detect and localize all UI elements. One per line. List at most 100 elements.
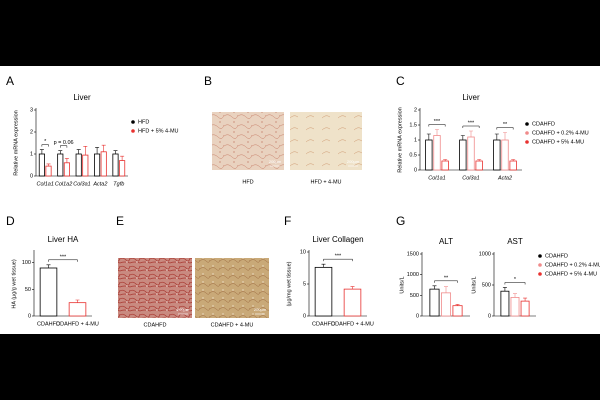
plot-title: AST [507, 237, 523, 246]
bar [38, 153, 45, 177]
error-bar [469, 130, 473, 137]
legend-marker [525, 140, 529, 144]
y-tick-label: 3 [30, 107, 33, 113]
error-bar [321, 263, 326, 268]
image-caption: HFD + 4-MU [310, 179, 341, 185]
error-bar [443, 159, 448, 161]
legend-label: CDAHFD + 5% 4-MU [532, 139, 584, 145]
significance-bracket [48, 259, 78, 262]
y-tick-label: 50 [25, 287, 31, 293]
y-tick-label: 2 [414, 107, 417, 113]
micrograph [195, 258, 269, 318]
image-caption: CDAHFD [144, 322, 167, 328]
legend-marker [538, 272, 542, 276]
error-bar [513, 293, 517, 298]
error-bar [46, 264, 51, 268]
significance-bracket [434, 280, 458, 283]
panel-letter: B [204, 74, 212, 88]
error-bar [502, 287, 507, 292]
bar [510, 296, 520, 317]
top-band [0, 0, 600, 66]
bar [501, 139, 509, 171]
legend-label: HFD [138, 119, 149, 125]
error-bar [120, 155, 125, 161]
scale-label: 200µm [269, 159, 282, 164]
significance-bracket [462, 125, 480, 128]
plot-title: Liver [73, 93, 91, 102]
legend-marker [131, 129, 135, 133]
error-bar [350, 286, 355, 290]
bar [343, 288, 362, 317]
y-tick-label: 1000 [407, 272, 419, 278]
y-axis-label: Units/L [399, 276, 405, 293]
y-axis-label: Units/L [471, 276, 477, 293]
plot-title: ALT [439, 237, 453, 246]
x-tick-label: Tgfb [113, 181, 124, 187]
panel-letter: G [396, 214, 405, 228]
y-tick-label: 5 [303, 281, 306, 287]
y-tick-label: 10 [300, 249, 306, 255]
y-axis-label: (µg/mg wet tissue) [286, 261, 292, 306]
y-tick-label: 0 [30, 173, 33, 179]
error-bar [477, 159, 482, 161]
legend-marker [525, 122, 529, 126]
bar [39, 267, 58, 317]
scale-label: 200µm [177, 307, 190, 312]
bar [82, 154, 89, 177]
x-tick-label: Col1a1 [36, 181, 53, 187]
significance-label: * [44, 139, 47, 145]
y-tick-label: 0 [414, 167, 417, 173]
x-tick-label: Col3a1 [73, 181, 90, 187]
image-caption: HFD [242, 179, 253, 185]
y-tick-label: 0 [28, 313, 31, 319]
panel-letter: A [6, 74, 14, 88]
x-tick-label: Col3a1 [462, 175, 479, 181]
y-tick-label: 500 [482, 282, 491, 288]
legend-marker [131, 120, 135, 124]
y-tick-label: 1 [414, 137, 417, 143]
scale-label: 200µm [347, 159, 360, 164]
error-bar [101, 144, 106, 152]
significance-label: *** [60, 254, 67, 260]
significance-bracket [428, 124, 446, 127]
y-tick-label: 1000 [479, 251, 491, 257]
error-bar [58, 150, 63, 154]
panel-letter: E [116, 214, 124, 228]
bar [314, 266, 333, 317]
micrograph [212, 112, 284, 170]
significance-bracket [60, 145, 68, 148]
legend-label: CDAHFD + 0.2% 4-MU [545, 262, 600, 268]
y-tick-label: 1 [30, 151, 33, 157]
legend-marker [538, 254, 542, 258]
y-tick-label: 2 [30, 129, 33, 135]
x-tick-label: CDAHFD + 4-MU [56, 321, 99, 327]
error-bar [39, 149, 44, 154]
significance-bracket [496, 127, 514, 130]
scale-label: 200µm [254, 307, 267, 312]
bar [500, 290, 510, 317]
y-tick-label: 0 [303, 313, 306, 319]
y-axis-label: HA (µg/g wet tissue) [11, 259, 17, 308]
significance-label: ** [444, 275, 449, 281]
legend-label: CDAHFD + 5% 4-MU [545, 271, 597, 277]
significance-label: * [514, 277, 517, 283]
x-tick-label: Col1a2 [55, 181, 72, 187]
legend-label: CDAHFD [532, 121, 555, 127]
bottom-band [0, 334, 600, 400]
panel-letter: D [6, 214, 15, 228]
bar [112, 153, 119, 177]
significance-bracket [323, 258, 353, 262]
error-bar [426, 133, 431, 140]
x-tick-label: Acta2 [497, 175, 512, 181]
panel-letter: F [284, 214, 291, 228]
error-bar [503, 132, 507, 140]
error-bar [76, 149, 81, 154]
bar [440, 292, 452, 317]
bar [509, 160, 517, 171]
bar [45, 165, 52, 177]
x-tick-label: CDAHFD [312, 321, 335, 327]
plot-title: Liver HA [48, 235, 79, 244]
micrograph [118, 258, 192, 318]
